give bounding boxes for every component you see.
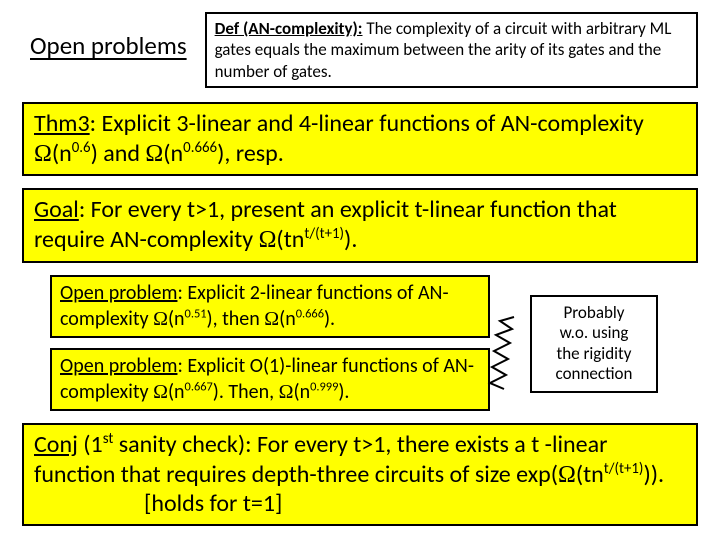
goal-label: Goal <box>34 195 79 224</box>
conj-exp: t/(t+1) <box>604 459 644 477</box>
conj-sup: st <box>103 429 114 447</box>
goal-n-close: ). <box>344 225 357 254</box>
top-row: Open problems Def (AN-complexity): The c… <box>22 12 698 88</box>
goal-n-open: (tn <box>276 225 304 254</box>
open2-e1: 0.667 <box>185 379 213 394</box>
slide-title: Open problems <box>22 12 193 61</box>
open-problems-column: Open problem: Explicit 2-linear function… <box>50 275 490 411</box>
open2-omega-1: Ω <box>153 380 168 403</box>
callout-line-3: the rigidity <box>538 344 650 364</box>
callout-line-2: w.o. using <box>538 323 650 343</box>
conj-n1b: )). <box>643 460 664 489</box>
conj-label: Conj <box>34 430 78 459</box>
open1-n1a: (n <box>168 307 185 331</box>
n2-open: (n <box>163 139 183 168</box>
goal-exp: t/(t+1) <box>304 224 344 242</box>
conj-omega: Ω <box>558 460 576 488</box>
open1-e2: 0.666 <box>296 306 324 321</box>
open-problem-2-box: Open problem: Explicit O(1)-linear funct… <box>50 348 490 411</box>
callout-wrap: Probably w.o. using the rigidity connect… <box>498 283 658 403</box>
n1-close: ) and <box>91 139 146 168</box>
slide-root: Open problems Def (AN-complexity): The c… <box>0 0 720 540</box>
open1-omega-2: Ω <box>264 307 279 330</box>
exp-2: 0.666 <box>183 138 217 156</box>
conj-n1a: (tn <box>576 460 604 489</box>
open2-n1a: (n <box>168 380 185 404</box>
goal-box: Goal: For every t>1, present an explicit… <box>22 188 698 263</box>
omega-1: Ω <box>34 139 52 167</box>
definition-box: Def (AN-complexity): The complexity of a… <box>205 12 698 88</box>
open2-omega-2: Ω <box>279 380 294 403</box>
callout-box: Probably w.o. using the rigidity connect… <box>530 295 658 393</box>
conj-paren1: (1 <box>78 430 103 459</box>
theorem-text-1: : Explicit 3-linear and 4-linear functio… <box>90 109 644 138</box>
open1-omega-1: Ω <box>153 307 168 330</box>
callout-connector-icon <box>476 307 516 397</box>
callout-line-4: connection <box>538 364 650 384</box>
omega-2: Ω <box>145 139 163 167</box>
theorem-label: Thm3 <box>34 109 90 138</box>
open-problem-1-box: Open problem: Explicit 2-linear function… <box>50 275 490 338</box>
exp-1: 0.6 <box>72 138 91 156</box>
definition-label: Def (AN-complexity): <box>215 18 363 39</box>
goal-omega: Ω <box>259 225 277 253</box>
open1-e1: 0.51 <box>185 306 207 321</box>
n2-close: ), resp. <box>217 139 284 168</box>
open2-label: Open problem <box>60 354 177 378</box>
conj-paren2: sanity check) <box>113 430 245 459</box>
n1-open: (n <box>52 139 72 168</box>
open2-n2a: (n <box>294 380 311 404</box>
theorem-box: Thm3: Explicit 3-linear and 4-linear fun… <box>22 102 698 177</box>
conj-holds: [holds for t=1] <box>144 489 282 518</box>
open1-n2a: (n <box>279 307 296 331</box>
open1-n1b: ), then <box>207 307 265 331</box>
open-problems-row: Open problem: Explicit 2-linear function… <box>22 275 698 411</box>
open2-n1b: ). Then, <box>213 380 279 404</box>
callout-line-1: Probably <box>538 303 650 323</box>
open1-n2b: ). <box>324 307 335 331</box>
open2-n2b: ). <box>338 380 349 404</box>
open2-e2: 0.999 <box>310 379 338 394</box>
open1-label: Open problem <box>60 281 177 305</box>
conjecture-box: Conj (1st sanity check): For every t>1, … <box>22 423 698 526</box>
